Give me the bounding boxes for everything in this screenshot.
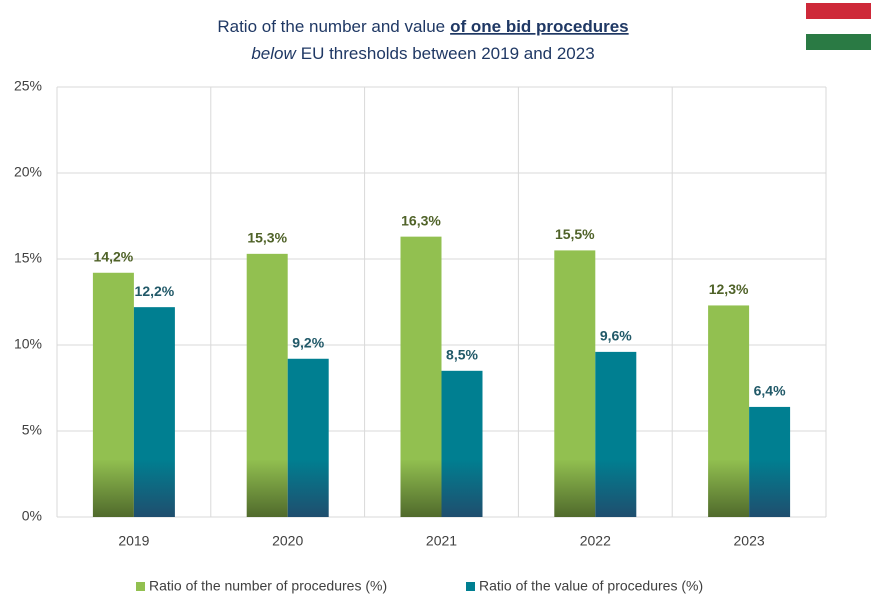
flag-green <box>806 34 871 50</box>
bar <box>400 236 442 517</box>
y-tick-label: 5% <box>22 422 42 438</box>
y-tick-label: 15% <box>14 250 42 266</box>
x-tick-label: 2021 <box>426 533 457 549</box>
y-tick-label: 10% <box>14 336 42 352</box>
bar <box>92 272 134 517</box>
value-label: 8,5% <box>446 347 478 363</box>
x-tick-label: 2022 <box>580 533 611 549</box>
legend-label: Ratio of the value of procedures (%) <box>479 578 703 594</box>
value-label: 6,4% <box>754 383 786 399</box>
title-part: Ratio of the number and value <box>217 17 445 36</box>
value-label: 9,6% <box>600 328 632 344</box>
flag-white <box>806 19 871 34</box>
title-part: below <box>251 44 297 63</box>
y-tick-label: 0% <box>22 508 42 524</box>
bar <box>133 307 175 517</box>
x-tick-label: 2019 <box>118 533 149 549</box>
bar <box>554 250 596 517</box>
value-label: 15,3% <box>247 230 287 246</box>
flag-red <box>806 3 871 19</box>
value-label: 15,5% <box>555 226 595 242</box>
y-tick-label: 25% <box>14 78 42 94</box>
legend-swatch <box>136 582 145 591</box>
bar <box>749 406 791 517</box>
bar <box>595 351 637 517</box>
title-part: of one bid procedures <box>450 17 629 36</box>
legend-label: Ratio of the number of procedures (%) <box>149 578 387 594</box>
y-tick-label: 20% <box>14 164 42 180</box>
bar <box>441 370 483 517</box>
legend-swatch <box>466 582 475 591</box>
value-label: 14,2% <box>94 248 134 264</box>
value-label: 16,3% <box>401 212 441 228</box>
chart-subtitle: below EU thresholds between 2019 and 2023 <box>251 44 594 63</box>
value-label: 12,3% <box>709 281 749 297</box>
bar <box>287 358 329 517</box>
title-part: EU thresholds between 2019 and 2023 <box>301 44 595 63</box>
x-tick-label: 2023 <box>734 533 765 549</box>
value-label: 12,2% <box>135 283 175 299</box>
bar <box>246 253 288 517</box>
bar <box>708 305 750 517</box>
value-label: 9,2% <box>292 334 324 350</box>
flag <box>806 3 871 50</box>
chart-title: Ratio of the number and value of one bid … <box>217 17 628 36</box>
x-tick-label: 2020 <box>272 533 303 549</box>
